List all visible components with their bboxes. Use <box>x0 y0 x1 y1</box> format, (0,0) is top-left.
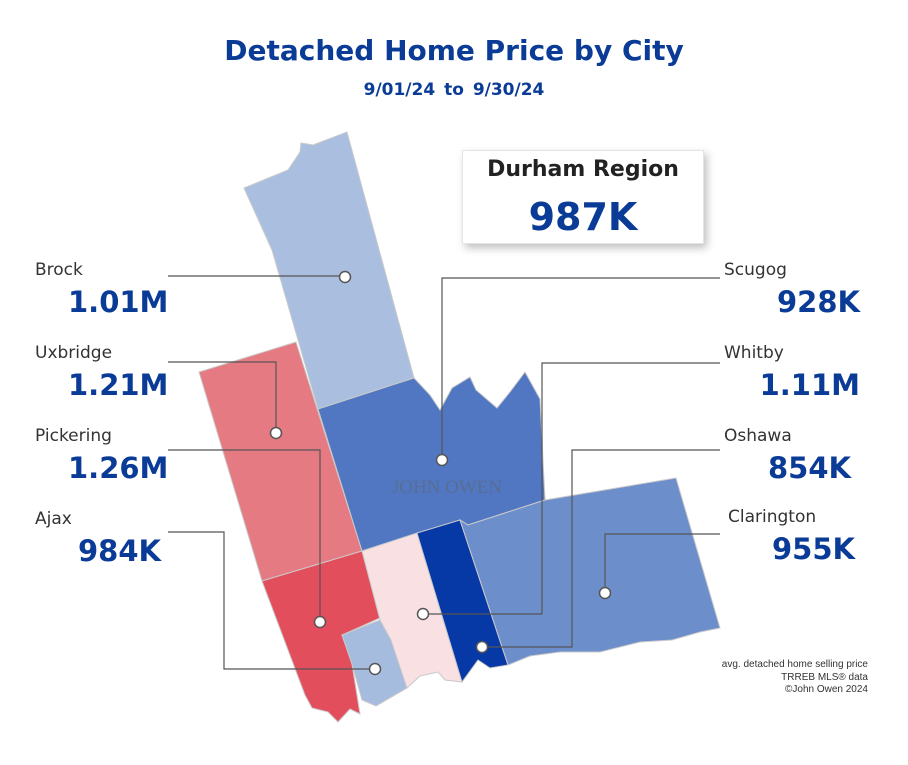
footnote-line-3: ©John Owen 2024 <box>785 684 868 695</box>
leader-uxbridge <box>168 361 277 433</box>
map-title: Detached Home Price by City <box>224 34 684 67</box>
label-oshawa-name: Oshawa <box>724 426 792 446</box>
label-uxbridge-name: Uxbridge <box>35 343 113 363</box>
label-oshawa-price: 854K <box>768 451 852 485</box>
data-source-footnote: avg. detached home selling price TRREB M… <box>700 659 868 697</box>
region-summary-box: Durham Region 987K <box>462 150 704 244</box>
marker-uxbridge[interactable] <box>269 426 283 440</box>
label-uxbridge-price: 1.21M <box>68 368 169 402</box>
marker-clarington[interactable] <box>598 586 612 600</box>
leader-pickering <box>168 449 321 622</box>
footnote-line-1: avg. detached home selling price <box>721 659 868 670</box>
marker-brock[interactable] <box>338 270 352 284</box>
label-scugog-price: 928K <box>776 285 860 319</box>
label-clarington-price: 955K <box>772 532 856 566</box>
label-whitby-price: 1.11M <box>759 368 860 402</box>
marker-whitby[interactable] <box>416 607 430 621</box>
label-ajax-price: 984K <box>78 534 162 568</box>
label-scugog-name: Scugog <box>724 260 787 280</box>
label-brock-price: 1.01M <box>68 285 169 319</box>
leader-lines <box>168 275 720 670</box>
marker-pickering[interactable] <box>313 615 327 629</box>
region-name: Durham Region <box>487 157 679 182</box>
marker-oshawa[interactable] <box>475 640 489 654</box>
region-average-price: 987K <box>528 195 638 239</box>
leader-clarington <box>604 533 720 593</box>
leader-ajax <box>168 531 375 670</box>
label-brock-name: Brock <box>35 260 83 280</box>
label-clarington-name: Clarington <box>728 507 817 527</box>
marker-ajax[interactable] <box>368 662 382 676</box>
leader-scugog <box>441 277 720 460</box>
label-pickering-name: Pickering <box>35 426 112 446</box>
label-ajax-name: Ajax <box>35 509 72 529</box>
leader-oshawa <box>482 449 720 648</box>
watermark-logo: JOHN OWEN <box>392 477 503 498</box>
region-clarington[interactable] <box>459 477 721 666</box>
date-range: 9/01/24 to 9/30/24 <box>363 80 545 100</box>
label-whitby-name: Whitby <box>724 343 784 363</box>
leader-whitby <box>423 362 720 615</box>
marker-scugog[interactable] <box>435 453 449 467</box>
footnote-line-2: TRREB MLS® data <box>781 671 868 683</box>
label-pickering-price: 1.26M <box>68 451 169 485</box>
